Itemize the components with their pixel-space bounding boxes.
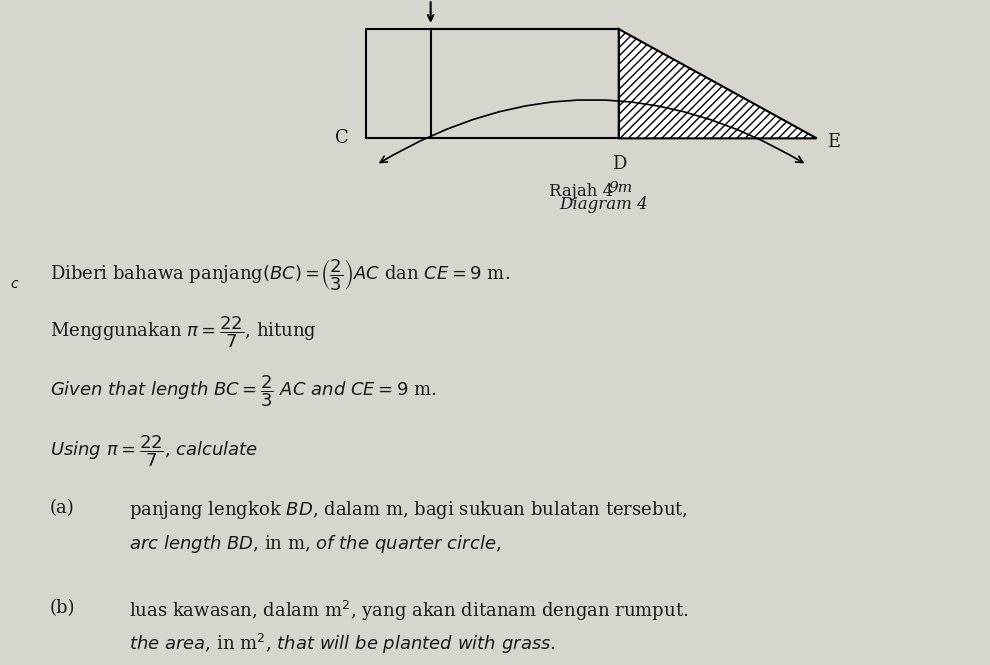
Text: Rajah 4: Rajah 4: [549, 183, 614, 200]
Text: $\it{Using}$ $\pi = \dfrac{22}{7}$, $\it{calculate}$: $\it{Using}$ $\pi = \dfrac{22}{7}$, $\it…: [50, 433, 257, 469]
Text: D: D: [612, 155, 626, 173]
Text: $\it{Given\ that\ length}$ $\it{BC} = \dfrac{2}{3}$ $\it{AC\ and\ CE} = 9$ m.: $\it{Given\ that\ length}$ $\it{BC} = \d…: [50, 374, 437, 409]
Text: panjang lengkok $BD$, dalam m, bagi sukuan bulatan tersebut,: panjang lengkok $BD$, dalam m, bagi suku…: [129, 499, 687, 521]
Text: luas kawasan, dalam m$^2$, yang akan ditanam dengan rumput.: luas kawasan, dalam m$^2$, yang akan dit…: [129, 598, 688, 623]
Text: 9m: 9m: [609, 181, 633, 195]
Text: E: E: [827, 133, 840, 151]
Text: Diberi bahawa panjang$(BC)$$=\!\left(\dfrac{2}{3}\right)$$AC$ dan $CE = 9$ m.: Diberi bahawa panjang$(BC)$$=\!\left(\df…: [50, 257, 510, 293]
FancyArrowPatch shape: [380, 100, 803, 162]
Text: $\it{the\ area}$, in m$^2$, $\it{that\ will\ be\ planted\ with\ grass}$.: $\it{the\ area}$, in m$^2$, $\it{that\ w…: [129, 632, 555, 656]
Text: (a): (a): [50, 499, 74, 517]
Text: C: C: [335, 130, 348, 148]
Text: $\it{arc\ length\ BD}$, in m, $\it{of\ the\ quarter\ circle}$,: $\it{arc\ length\ BD}$, in m, $\it{of\ t…: [129, 533, 501, 555]
Polygon shape: [619, 29, 817, 138]
Text: (b): (b): [50, 598, 75, 616]
Text: Diagram 4: Diagram 4: [559, 196, 648, 213]
Text: Menggunakan $\pi = \dfrac{22}{7}$, hitung: Menggunakan $\pi = \dfrac{22}{7}$, hitun…: [50, 314, 317, 350]
Text: c: c: [10, 277, 18, 291]
